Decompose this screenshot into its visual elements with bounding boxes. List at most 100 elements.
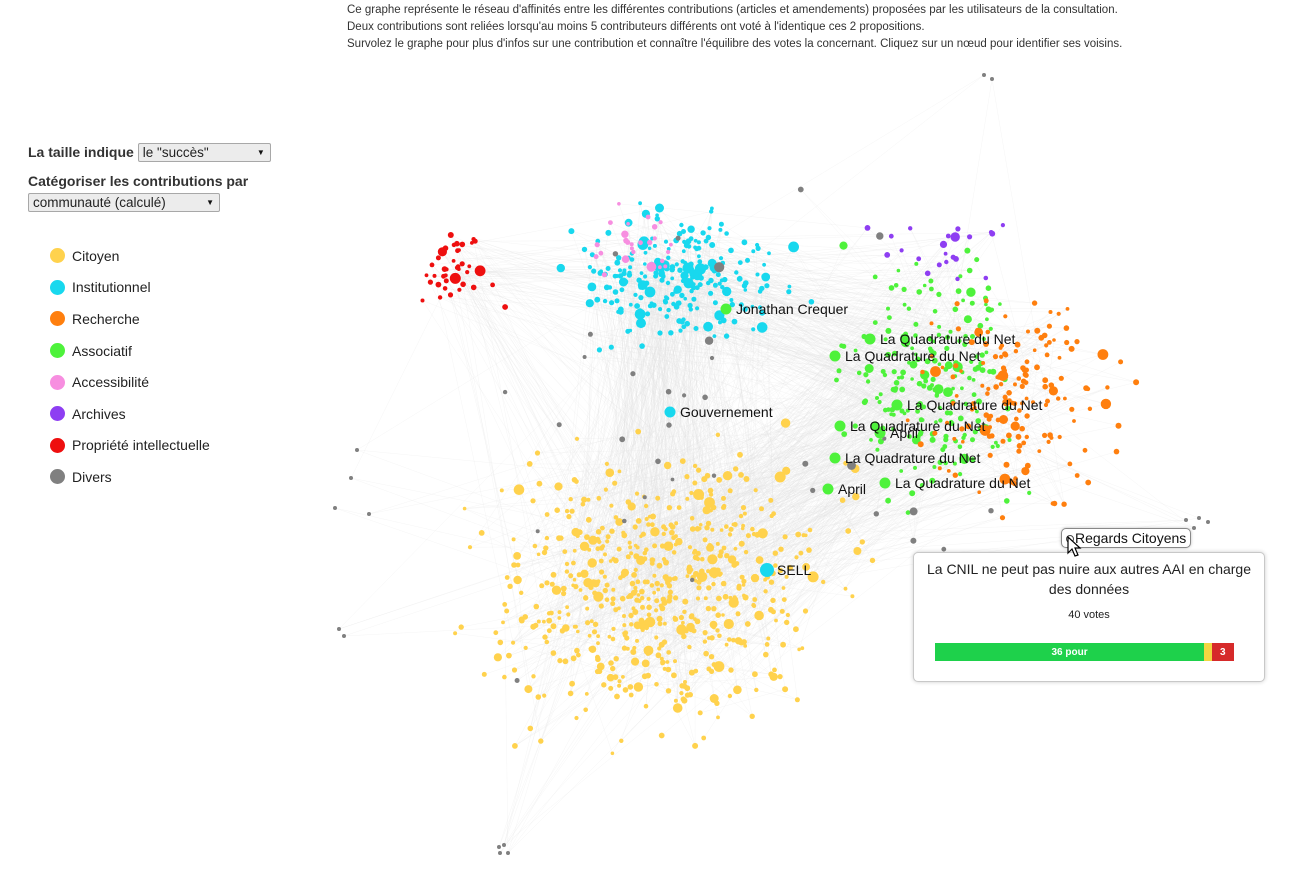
graph-node[interactable] [957,338,962,344]
graph-node[interactable] [778,546,784,552]
graph-node[interactable] [913,465,917,470]
graph-node[interactable] [685,496,690,501]
graph-node[interactable] [663,264,668,269]
graph-node[interactable] [589,252,595,258]
graph-node[interactable] [856,370,862,376]
graph-node[interactable] [1057,434,1062,440]
graph-node[interactable] [1010,421,1020,431]
graph-node[interactable] [751,575,757,581]
graph-node[interactable] [661,599,668,606]
graph-node[interactable] [664,295,668,300]
graph-node[interactable] [612,273,618,279]
graph-node[interactable] [882,436,887,441]
graph-node[interactable] [721,613,725,617]
graph-node[interactable] [787,564,793,571]
graph-node[interactable] [684,685,691,692]
graph-node[interactable] [584,692,589,696]
graph-node[interactable] [580,569,589,578]
graph-node[interactable] [962,341,968,347]
graph-node[interactable] [574,479,579,484]
graph-node[interactable] [737,451,743,458]
graph-node[interactable] [999,515,1006,521]
node-label[interactable]: Gouvernement [680,404,773,420]
graph-node[interactable] [1042,377,1049,384]
graph-node[interactable] [698,526,702,531]
graph-node[interactable] [594,296,601,303]
graph-node[interactable] [916,289,922,295]
graph-node[interactable] [460,281,466,288]
graph-node[interactable] [979,352,985,358]
graph-node[interactable] [664,406,676,418]
graph-node[interactable] [709,694,719,703]
graph-node[interactable] [679,683,685,689]
graph-node[interactable] [923,378,929,384]
graph-node[interactable] [626,222,630,226]
graph-node[interactable] [761,272,771,282]
graph-node[interactable] [873,511,879,517]
graph-node[interactable] [1022,371,1028,378]
graph-node[interactable] [975,418,981,424]
node-label[interactable]: April [890,425,919,441]
graph-node[interactable] [702,630,708,636]
graph-node[interactable] [752,671,758,678]
graph-node[interactable] [1206,520,1210,524]
graph-node[interactable] [964,247,971,254]
graph-node[interactable] [768,497,774,503]
graph-node[interactable] [929,436,936,443]
graph-node[interactable] [694,285,700,291]
graph-node[interactable] [570,655,577,662]
graph-node[interactable] [968,339,975,346]
graph-node[interactable] [674,521,679,526]
graph-node[interactable] [700,230,706,236]
graph-node[interactable] [708,654,715,660]
graph-node[interactable] [554,482,563,491]
graph-node[interactable] [990,444,995,449]
graph-node[interactable] [774,471,786,483]
graph-node[interactable] [633,682,644,692]
graph-node[interactable] [535,694,542,700]
graph-node[interactable] [955,326,962,332]
graph-node[interactable] [1021,467,1030,476]
graph-node[interactable] [721,545,727,551]
graph-node[interactable] [750,526,755,532]
graph-node[interactable] [930,376,936,382]
graph-node[interactable] [891,427,896,432]
graph-node[interactable] [893,283,899,288]
graph-node[interactable] [752,597,758,602]
graph-node[interactable] [931,357,938,364]
graph-node[interactable] [587,282,597,292]
graph-node[interactable] [1034,364,1040,371]
graph-node[interactable] [983,412,990,418]
graph-node[interactable] [679,691,684,696]
graph-node[interactable] [1058,375,1064,381]
graph-node[interactable] [967,375,972,381]
graph-node[interactable] [603,552,607,557]
graph-node[interactable] [663,527,668,532]
graph-node[interactable] [688,261,694,267]
graph-node[interactable] [638,623,645,629]
graph-node[interactable] [435,255,441,261]
graph-node[interactable] [686,244,692,249]
graph-node[interactable] [899,469,904,473]
graph-node[interactable] [544,535,550,541]
graph-node[interactable] [542,619,546,624]
graph-node[interactable] [612,480,618,486]
graph-node[interactable] [950,254,956,260]
graph-node[interactable] [705,234,712,241]
graph-node[interactable] [619,287,625,293]
graph-node[interactable] [629,622,634,627]
graph-node[interactable] [621,568,629,577]
graph-node[interactable] [580,501,586,507]
graph-node[interactable] [568,228,575,235]
graph-node[interactable] [666,505,673,511]
graph-node[interactable] [967,234,973,240]
graph-node[interactable] [861,399,868,406]
graph-node[interactable] [709,261,715,268]
graph-node[interactable] [834,377,839,383]
graph-node[interactable] [693,245,697,250]
graph-node[interactable] [929,477,936,484]
graph-node[interactable] [655,203,664,213]
graph-node[interactable] [702,537,708,543]
graph-node[interactable] [594,242,600,248]
graph-node[interactable] [720,317,727,324]
